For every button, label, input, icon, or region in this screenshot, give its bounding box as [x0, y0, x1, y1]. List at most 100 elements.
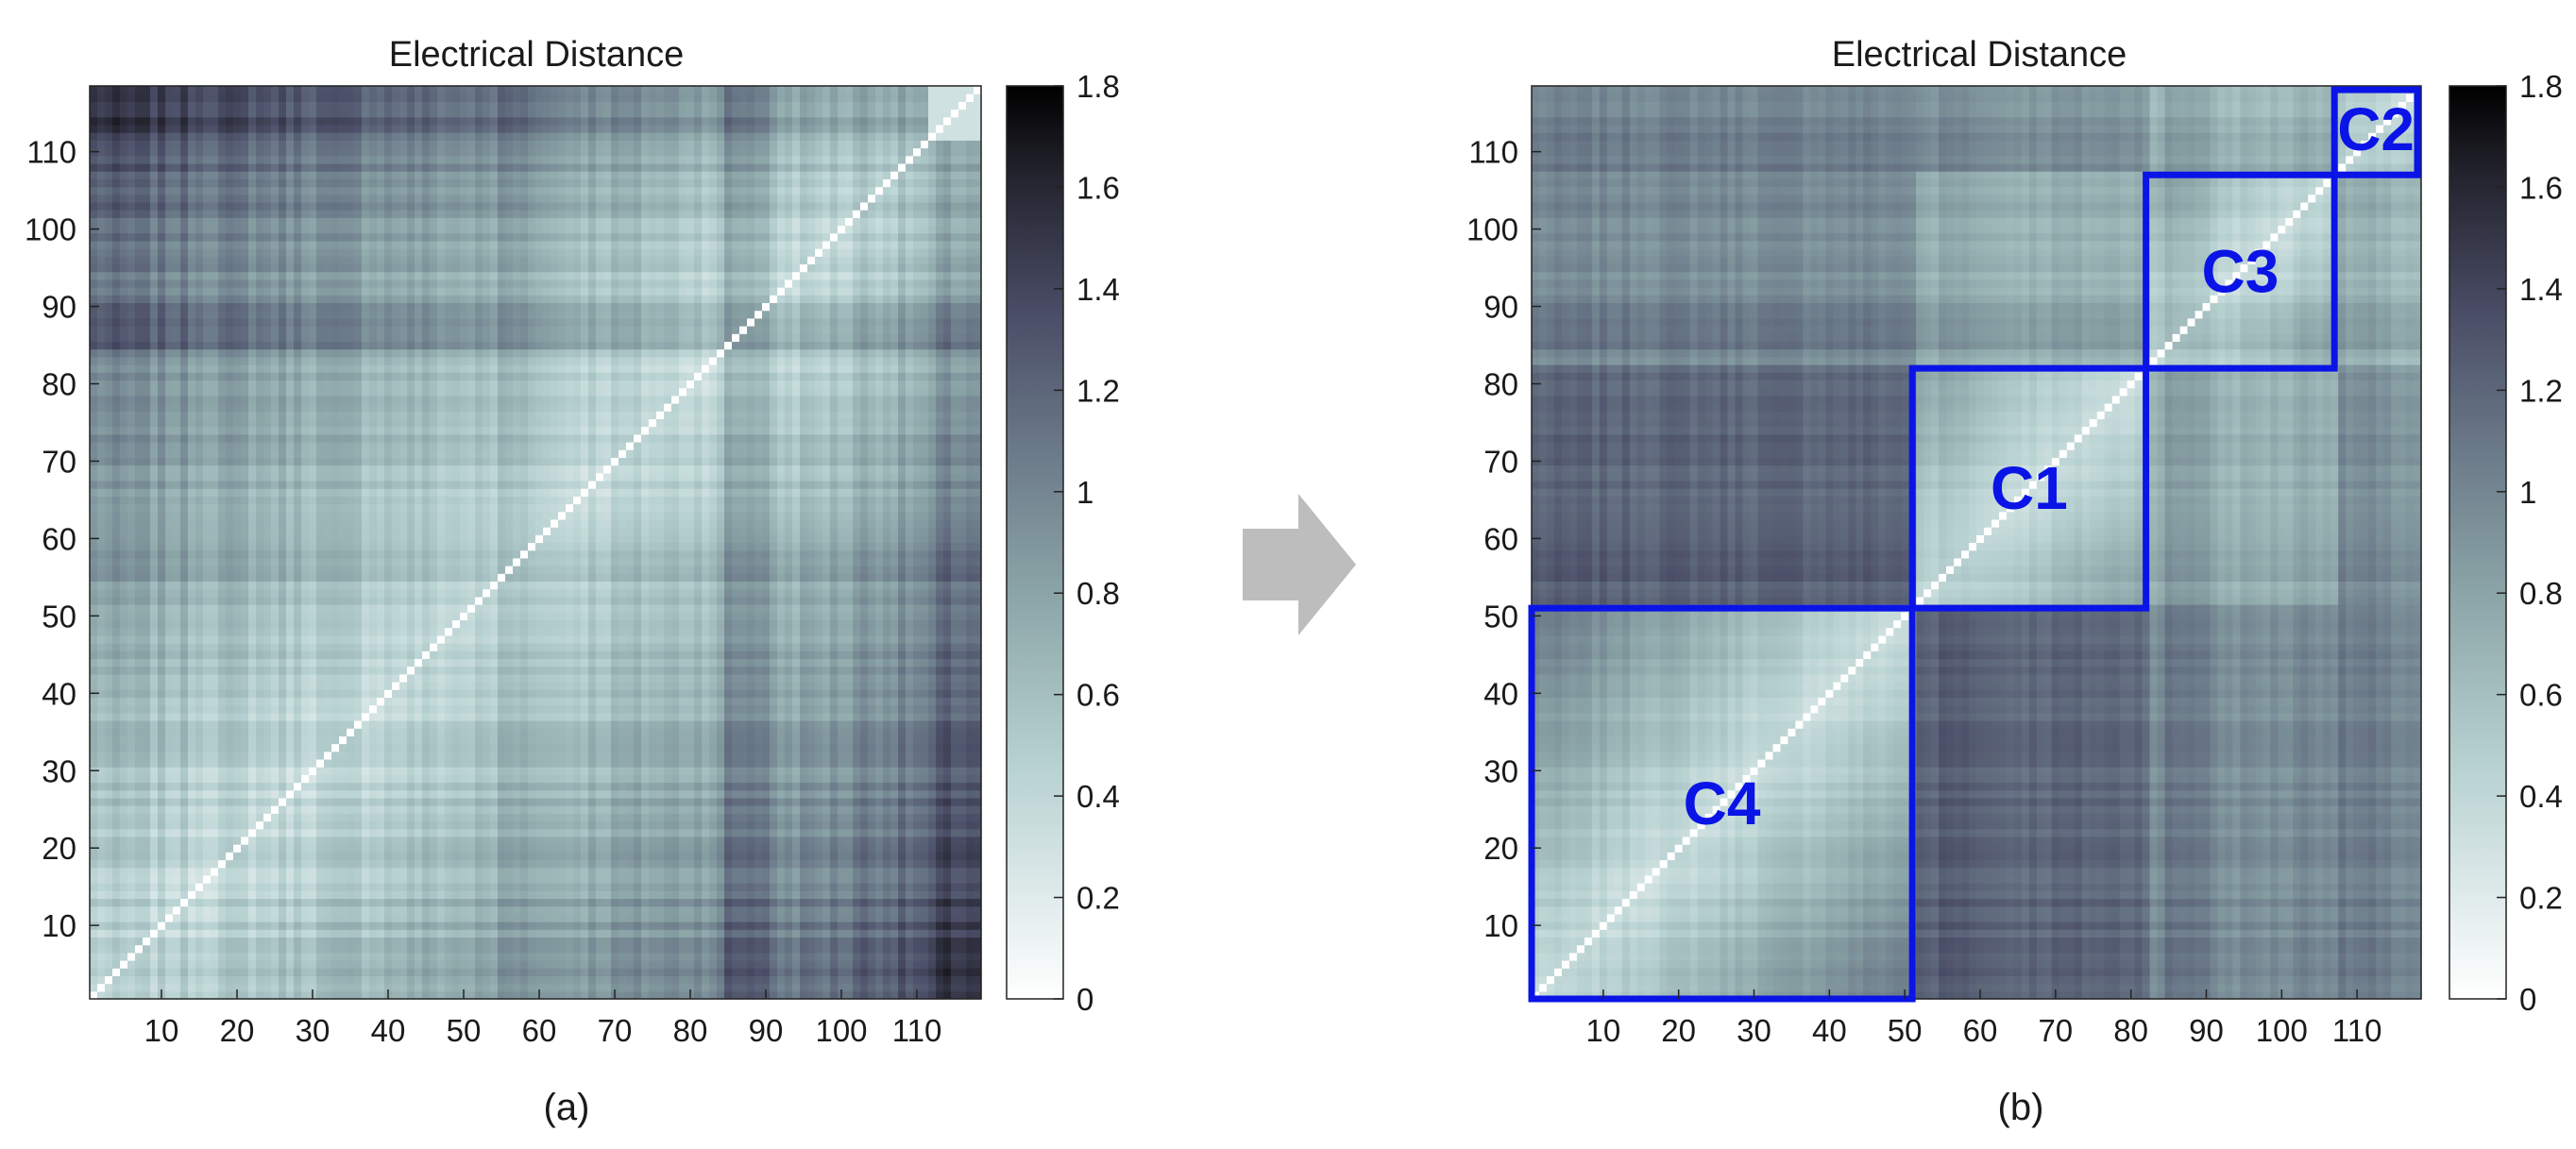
- heatmap-cell: [165, 968, 174, 976]
- heatmap-cell: [656, 929, 665, 938]
- heatmap-cell: [97, 914, 106, 922]
- heatmap-cell: [724, 953, 733, 961]
- heatmap-cell: [498, 953, 506, 961]
- heatmap-cell: [165, 975, 174, 984]
- heatmap-cell: [271, 968, 280, 976]
- heatmap-cell: [127, 953, 136, 961]
- heatmap-cell: [256, 975, 264, 984]
- heatmap-cell: [422, 914, 431, 922]
- heatmap-cell: [331, 960, 340, 969]
- heatmap-cell: [445, 929, 453, 938]
- heatmap-cell: [324, 984, 332, 992]
- heatmap-cell: [611, 921, 619, 930]
- heatmap-cell: [588, 945, 597, 954]
- heatmap-cell: [256, 914, 264, 922]
- heatmap-cell: [331, 937, 340, 945]
- heatmap-cell: [573, 968, 582, 976]
- heatmap-cell: [384, 937, 393, 945]
- heatmap-cell: [173, 937, 181, 945]
- heatmap-cell: [120, 960, 128, 969]
- heatmap-cell: [936, 968, 944, 976]
- heatmap-cell: [739, 929, 748, 938]
- heatmap-cell: [664, 921, 672, 930]
- heatmap-cell: [868, 945, 876, 954]
- heatmap-cell: [528, 984, 536, 992]
- heatmap-cell: [316, 953, 325, 961]
- heatmap-cell: [112, 945, 121, 954]
- heatmap-cell: [331, 929, 340, 938]
- heatmap-cell: [581, 968, 589, 976]
- heatmap-cell: [573, 984, 582, 992]
- heatmap-cell: [384, 921, 393, 930]
- heatmap-cell: [958, 984, 967, 992]
- heatmap-cell: [535, 975, 544, 984]
- heatmap-cell: [679, 975, 687, 984]
- heatmap-cell: [135, 953, 144, 961]
- heatmap-cell: [135, 937, 144, 945]
- heatmap-cell: [921, 945, 929, 954]
- heatmap-cell: [452, 914, 461, 922]
- heatmap-cell: [392, 929, 400, 938]
- heatmap-cell: [838, 945, 846, 954]
- heatmap-cell: [90, 945, 98, 954]
- heatmap-cell: [407, 945, 415, 954]
- heatmap-cell: [316, 914, 325, 922]
- heatmap-cell: [150, 945, 159, 954]
- heatmap-cell: [936, 945, 944, 954]
- heatmap-cell: [649, 984, 657, 992]
- heatmap-cell: [369, 984, 378, 992]
- heatmap-cell: [656, 945, 665, 954]
- heatmap-cell: [845, 929, 854, 938]
- heatmap-cell: [807, 953, 816, 961]
- heatmap-cell: [241, 921, 249, 930]
- heatmap-cell: [694, 945, 703, 954]
- heatmap-cell: [127, 960, 136, 969]
- heatmap-cell: [679, 953, 687, 961]
- heatmap-cell: [120, 945, 128, 954]
- heatmap-cell: [845, 937, 854, 945]
- heatmap-cell: [551, 984, 559, 992]
- heatmap-cell: [626, 953, 635, 961]
- heatmap-cell: [256, 945, 264, 954]
- heatmap-cell: [966, 984, 974, 992]
- heatmap-cell: [369, 968, 378, 976]
- heatmap-cell: [203, 921, 212, 930]
- heatmap-cell: [407, 929, 415, 938]
- heatmap-cell: [822, 960, 831, 969]
- heatmap-cell: [551, 968, 559, 976]
- heatmap-cell: [543, 945, 551, 954]
- heatmap-a: [90, 86, 982, 1000]
- heatmap-cell: [671, 945, 680, 954]
- heatmap-cell: [732, 960, 740, 969]
- heatmap-cell: [822, 953, 831, 961]
- heatmap-cell: [460, 914, 468, 922]
- heatmap-cell: [588, 960, 597, 969]
- heatmap-cell: [286, 960, 295, 969]
- heatmap-cell: [792, 960, 801, 969]
- heatmap-cell: [807, 937, 816, 945]
- heatmap-cell: [739, 953, 748, 961]
- heatmap-cell: [875, 984, 884, 992]
- heatmap-cell: [467, 960, 476, 969]
- heatmap-cell: [105, 937, 113, 945]
- heatmap-cell: [603, 960, 612, 969]
- heatmap-cell: [369, 960, 378, 969]
- heatmap-cell: [694, 929, 703, 938]
- heatmap-cell: [369, 953, 378, 961]
- heatmap-cell: [158, 975, 166, 984]
- heatmap-cell: [271, 960, 280, 969]
- heatmap-cell: [528, 945, 536, 954]
- heatmap-cell: [150, 960, 159, 969]
- heatmap-cell: [936, 921, 944, 930]
- heatmap-cell: [301, 968, 310, 976]
- heatmap-cell: [347, 975, 355, 984]
- heatmap-cell: [709, 953, 718, 961]
- heatmap-cell: [634, 975, 642, 984]
- heatmap-cell: [150, 914, 159, 922]
- heatmap-cell: [513, 960, 521, 969]
- heatmap-cell: [966, 953, 974, 961]
- heatmap-cell: [928, 953, 937, 961]
- heatmap-cell: [430, 945, 438, 954]
- heatmap-cell: [679, 968, 687, 976]
- heatmap-cell: [822, 937, 831, 945]
